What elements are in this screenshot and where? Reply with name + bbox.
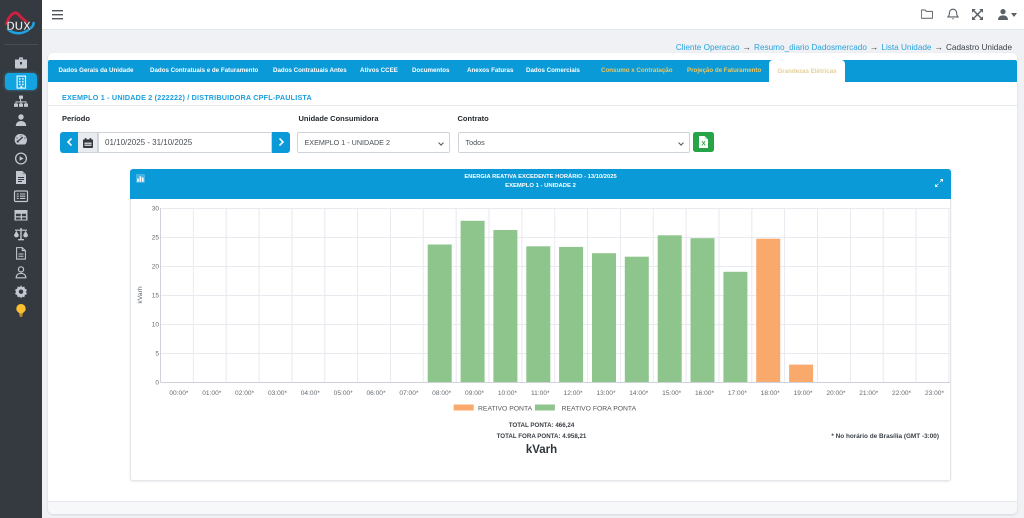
- svg-text:14:00*: 14:00*: [629, 390, 649, 397]
- svg-text:10: 10: [152, 322, 160, 329]
- svg-text:07:00*: 07:00*: [399, 390, 419, 397]
- svg-text:0: 0: [155, 380, 159, 387]
- svg-text:09:00*: 09:00*: [465, 390, 485, 397]
- svg-text:16:00*: 16:00*: [695, 390, 715, 397]
- svg-text:30: 30: [152, 206, 160, 213]
- svg-text:kVarh: kVarh: [137, 286, 144, 303]
- svg-text:20: 20: [152, 264, 160, 271]
- svg-text:06:00*: 06:00*: [366, 390, 386, 397]
- svg-text:13:00*: 13:00*: [596, 390, 616, 397]
- svg-text:19:00*: 19:00*: [794, 390, 814, 397]
- svg-text:10:00*: 10:00*: [498, 390, 518, 397]
- svg-text:DUX: DUX: [7, 21, 32, 33]
- svg-text:08:00*: 08:00*: [432, 390, 452, 397]
- svg-text:REATIVO PONTA: REATIVO PONTA: [478, 406, 533, 413]
- svg-text:18:00*: 18:00*: [761, 390, 781, 397]
- svg-text:00:00*: 00:00*: [169, 390, 189, 397]
- svg-text:21:00*: 21:00*: [859, 390, 879, 397]
- svg-text:12:00*: 12:00*: [564, 390, 584, 397]
- svg-text:20:00*: 20:00*: [826, 390, 846, 397]
- svg-text:17:00*: 17:00*: [728, 390, 748, 397]
- svg-text:15:00*: 15:00*: [662, 390, 682, 397]
- svg-text:REATIVO FORA PONTA: REATIVO FORA PONTA: [562, 406, 637, 413]
- svg-text:04:00*: 04:00*: [301, 390, 321, 397]
- svg-text:11:00*: 11:00*: [531, 390, 550, 397]
- svg-text:02:00*: 02:00*: [235, 390, 255, 397]
- svg-text:X: X: [701, 141, 706, 148]
- svg-text:22:00*: 22:00*: [892, 390, 912, 397]
- svg-text:23:00*: 23:00*: [925, 390, 945, 397]
- svg-text:5: 5: [155, 351, 159, 358]
- svg-text:15: 15: [152, 293, 160, 300]
- svg-text:01:00*: 01:00*: [202, 390, 222, 397]
- svg-text:03:00*: 03:00*: [268, 390, 288, 397]
- svg-text:05:00*: 05:00*: [334, 390, 354, 397]
- svg-text:25: 25: [152, 235, 160, 242]
